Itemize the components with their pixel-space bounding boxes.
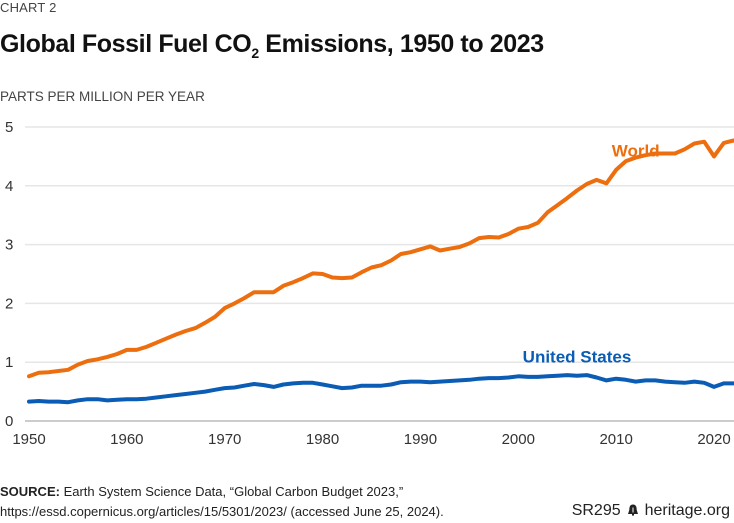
x-tick-label: 2000: [502, 431, 535, 448]
x-tick-label: 1980: [306, 431, 339, 448]
report-id: SR295: [571, 502, 621, 519]
series-labels: World United States: [523, 142, 660, 367]
y-tick-label: 3: [5, 237, 13, 254]
source-citation: Earth System Science Data, “Global Carbo…: [59, 484, 404, 499]
x-tick-label: 1970: [208, 431, 241, 448]
series-label-world: World: [612, 142, 660, 161]
y-tick-label: 2: [5, 295, 13, 312]
source-url: https://essd.copernicus.org/articles/15/…: [0, 504, 444, 519]
series-label-united-states: United States: [523, 347, 632, 366]
y-tick-labels: 0 1 2 3 4 5: [5, 119, 13, 430]
y-axis-unit-label: PARTS PER MILLION PER YEAR: [0, 89, 205, 104]
title-end: Emissions, 1950 to 2023: [258, 30, 544, 58]
series-lines: [27, 138, 734, 405]
chart-title: Global Fossil Fuel CO2 Emissions, 1950 t…: [0, 30, 544, 61]
y-tick-label: 4: [5, 178, 13, 195]
y-tick-label: 0: [5, 413, 13, 430]
x-tick-label: 1950: [12, 431, 45, 448]
y-tick-label: 5: [5, 119, 13, 136]
series-line-united-states: [27, 373, 734, 405]
series-line-world: [27, 138, 734, 379]
brand-footer: SR295 heritage.org: [572, 502, 730, 520]
chart-kicker: CHART 2: [0, 0, 57, 15]
brand-text: heritage.org: [644, 502, 730, 519]
x-tick-label: 2020: [697, 431, 730, 448]
y-tick-label: 1: [5, 354, 13, 371]
gridlines: [25, 126, 734, 422]
source-note: SOURCE: Earth System Science Data, “Glob…: [0, 482, 444, 522]
title-subscript: 2: [251, 45, 259, 61]
source-label: SOURCE:: [0, 484, 60, 499]
x-tick-label: 1960: [110, 431, 143, 448]
x-tick-labels: 1950 1960 1970 1980 1990 2000 2010 2020: [12, 431, 730, 448]
title-main: Global Fossil Fuel CO: [0, 30, 252, 58]
x-tick-label: 2010: [599, 431, 632, 448]
x-tick-label: 1990: [404, 431, 437, 448]
liberty-bell-icon: [627, 504, 638, 516]
